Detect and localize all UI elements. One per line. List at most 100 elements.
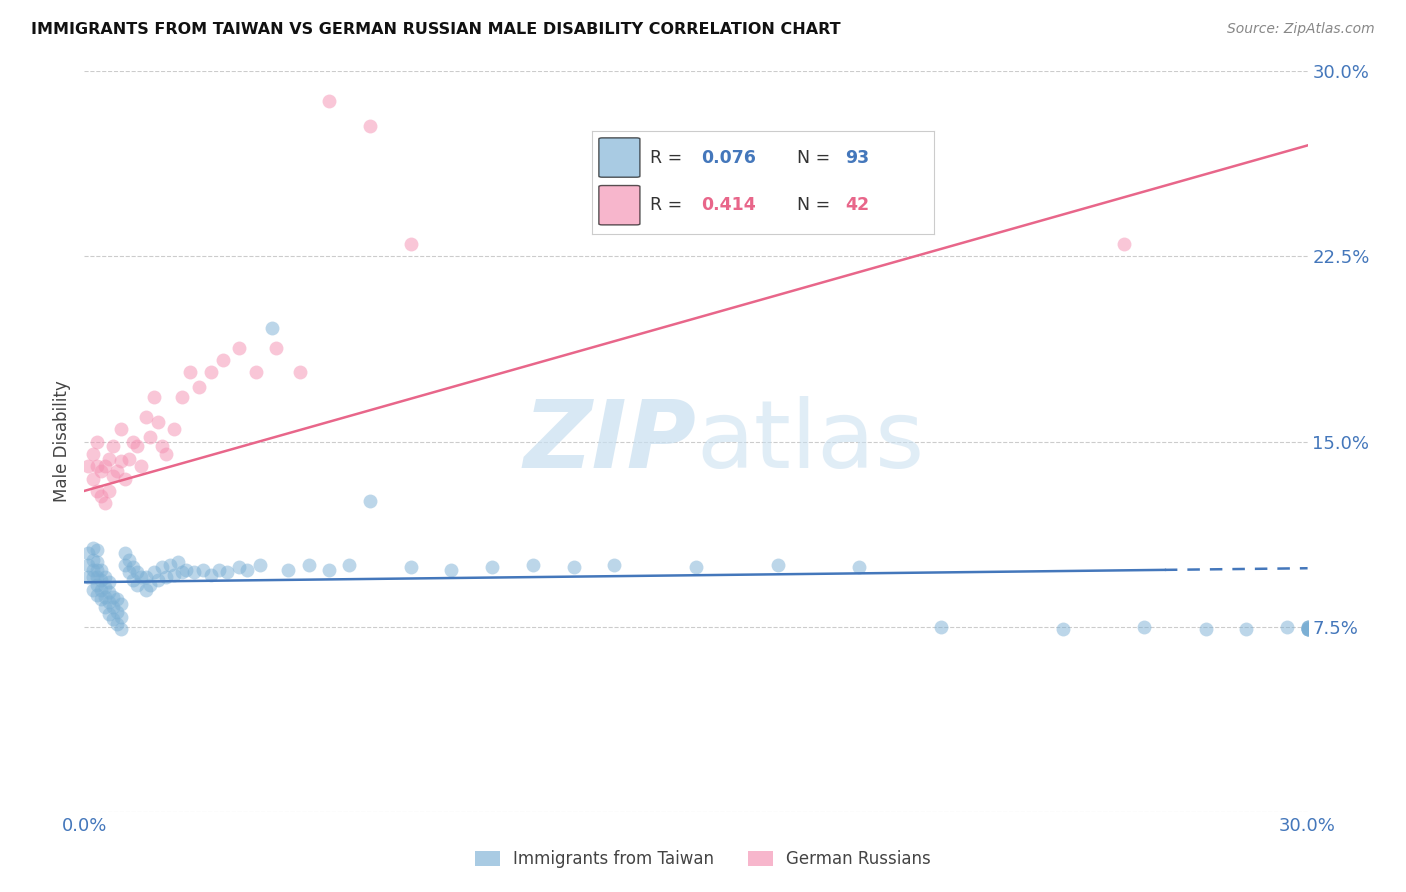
Point	[135, 409, 157, 424]
Point	[245, 366, 267, 380]
Point	[101, 612, 124, 626]
Point	[90, 582, 112, 597]
Point	[114, 546, 136, 560]
Point	[172, 566, 194, 580]
Point	[82, 582, 104, 597]
Point	[208, 563, 231, 577]
Point	[110, 454, 132, 468]
Point	[359, 119, 381, 133]
Point	[105, 464, 128, 478]
Point	[82, 570, 104, 584]
Point	[101, 599, 124, 614]
Point	[481, 560, 503, 574]
Point	[93, 459, 115, 474]
Point	[1296, 619, 1319, 633]
Point	[766, 558, 789, 572]
Point	[97, 595, 120, 609]
Point	[86, 556, 108, 570]
Point	[97, 585, 120, 599]
Point	[77, 558, 100, 572]
Point	[90, 563, 112, 577]
Point	[685, 560, 707, 574]
Point	[155, 570, 177, 584]
Point	[82, 563, 104, 577]
Point	[86, 543, 108, 558]
Point	[217, 566, 239, 580]
Legend: Immigrants from Taiwan, German Russians: Immigrants from Taiwan, German Russians	[468, 844, 938, 875]
Point	[82, 447, 104, 461]
Point	[93, 496, 115, 510]
Point	[150, 440, 173, 454]
Point	[138, 577, 160, 591]
Point	[522, 558, 544, 572]
Point	[277, 563, 299, 577]
Point	[105, 605, 128, 619]
Point	[138, 429, 160, 443]
Point	[93, 590, 115, 604]
Point	[249, 558, 271, 572]
Text: IMMIGRANTS FROM TAIWAN VS GERMAN RUSSIAN MALE DISABILITY CORRELATION CHART: IMMIGRANTS FROM TAIWAN VS GERMAN RUSSIAN…	[31, 22, 841, 37]
Point	[86, 563, 108, 577]
Point	[118, 566, 141, 580]
Point	[127, 440, 149, 454]
Point	[131, 570, 153, 584]
Point	[77, 459, 100, 474]
Text: Source: ZipAtlas.com: Source: ZipAtlas.com	[1227, 22, 1375, 37]
Point	[114, 471, 136, 485]
Point	[212, 353, 235, 368]
Point	[163, 567, 186, 582]
Point	[122, 573, 145, 587]
Point	[93, 580, 115, 594]
Point	[82, 471, 104, 485]
Point	[1296, 622, 1319, 636]
Text: atlas: atlas	[696, 395, 924, 488]
Point	[603, 558, 626, 572]
Point	[86, 459, 108, 474]
Point	[146, 415, 169, 429]
Point	[179, 366, 201, 380]
Point	[1296, 622, 1319, 636]
Point	[1296, 622, 1319, 636]
Point	[77, 570, 100, 584]
Point	[86, 483, 108, 498]
Point	[118, 451, 141, 466]
Y-axis label: Male Disability: Male Disability	[53, 381, 72, 502]
Point	[86, 434, 108, 449]
Point	[142, 566, 165, 580]
Point	[290, 366, 312, 380]
Point	[97, 575, 120, 590]
Point	[167, 556, 190, 570]
Point	[399, 237, 422, 252]
Point	[110, 622, 132, 636]
Point	[159, 558, 181, 572]
Point	[562, 560, 585, 574]
Point	[440, 563, 463, 577]
Point	[118, 553, 141, 567]
Point	[90, 592, 112, 607]
Point	[1052, 622, 1074, 636]
Point	[1277, 619, 1299, 633]
Point	[101, 590, 124, 604]
Point	[318, 563, 340, 577]
Point	[82, 553, 104, 567]
Point	[228, 341, 250, 355]
Point	[114, 558, 136, 572]
Point	[101, 440, 124, 454]
Point	[86, 577, 108, 591]
Point	[1296, 622, 1319, 636]
Point	[97, 451, 120, 466]
Point	[105, 617, 128, 632]
Point	[131, 459, 153, 474]
Point	[155, 447, 177, 461]
Point	[200, 567, 222, 582]
Point	[200, 366, 222, 380]
Point	[1114, 237, 1136, 252]
Point	[142, 390, 165, 404]
Point	[150, 560, 173, 574]
Point	[93, 570, 115, 584]
Point	[97, 483, 120, 498]
Text: ZIP: ZIP	[523, 395, 696, 488]
Point	[122, 560, 145, 574]
Point	[236, 563, 259, 577]
Point	[90, 573, 112, 587]
